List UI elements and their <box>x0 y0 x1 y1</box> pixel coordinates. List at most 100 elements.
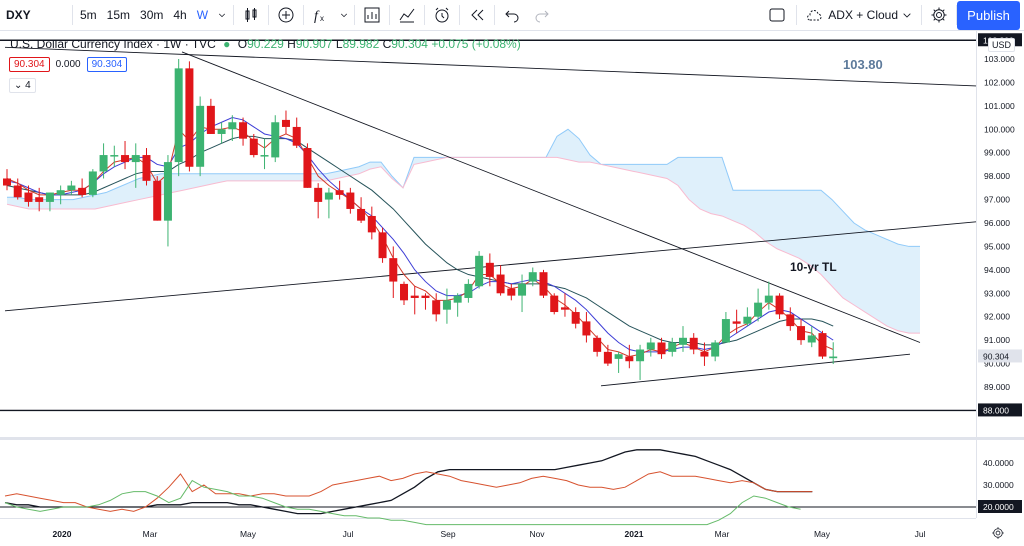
interval-5m[interactable]: 5m <box>80 8 97 22</box>
publish-button[interactable]: Publish <box>957 1 1020 30</box>
price-tag-88-bg <box>978 403 1022 417</box>
long-resistance-trendline <box>4 46 977 87</box>
down-candle-body <box>625 356 634 362</box>
up-candle-body <box>678 337 687 345</box>
replay-icon[interactable] <box>462 0 492 31</box>
price-tag-88-text: 88.000 <box>983 405 1009 415</box>
time-axis-tick: Nov <box>529 529 545 539</box>
price-axis-tick: 97.000 <box>984 195 1010 205</box>
down-candle-body <box>421 295 430 298</box>
interval-15m[interactable]: 15m <box>106 8 131 22</box>
down-candle-body <box>78 187 87 195</box>
collapse-chevron-icon: ⌄ <box>14 80 23 91</box>
indicators-chevron-icon[interactable] <box>336 0 352 31</box>
divider <box>921 5 922 25</box>
divider <box>796 5 798 25</box>
down-candle-body <box>121 155 130 163</box>
divider <box>494 5 496 25</box>
down-candle-body <box>13 185 22 198</box>
templates-icon[interactable] <box>392 0 422 31</box>
price-axis-tick: 90.000 <box>984 359 1010 369</box>
ohlc-open: 90.229 <box>247 37 284 51</box>
time-axis-tick: Jul <box>343 529 354 539</box>
adx-tag-20: 20.0000 <box>978 500 1022 513</box>
price-axis-tick: 94.000 <box>984 265 1010 275</box>
down-candle-body <box>153 180 162 221</box>
down-candle-body <box>560 307 569 310</box>
chart-area[interactable]: 103.000 102.000 101.000 100.000 99.000 98.000… <box>0 31 1024 546</box>
bid-price-button[interactable]: 90.304 <box>9 57 50 72</box>
price-tag-current-text: 90.304 <box>983 351 1009 361</box>
down-candle-body <box>206 105 215 134</box>
redo-icon[interactable] <box>527 0 557 31</box>
ohlc-low-label: L <box>335 37 343 51</box>
up-candle-body <box>88 171 97 195</box>
ichimoku-cloud-segment <box>7 129 634 209</box>
down-candle-body <box>389 258 398 282</box>
up-candle-body <box>721 319 730 343</box>
divider <box>956 5 957 25</box>
indicators-template[interactable]: ADX + Cloud <box>799 0 919 31</box>
svg-text:f: f <box>314 9 320 24</box>
di-minus-line <box>4 471 813 512</box>
price-axis-tick: 92.000 <box>984 312 1010 322</box>
divider <box>72 5 73 25</box>
ohlc-close: 90.304 <box>391 37 428 51</box>
price-axis-tick: 91.000 <box>984 335 1010 345</box>
up-candle-body <box>110 155 119 157</box>
adx-tag-20-bg <box>978 500 1022 513</box>
down-candle-body <box>550 295 559 313</box>
undo-icon[interactable] <box>497 0 527 31</box>
down-candle-body <box>357 208 366 221</box>
up-candle-body <box>56 190 65 195</box>
currency-button[interactable]: USD <box>988 38 1016 52</box>
layout-square-icon[interactable] <box>760 0 794 31</box>
symbol-search[interactable]: DXY <box>6 8 31 22</box>
cloud-icon <box>807 10 822 21</box>
up-candle-body <box>228 122 237 130</box>
down-candle-body <box>335 190 344 195</box>
compare-plus-icon[interactable] <box>271 0 301 31</box>
price-axis-tick: 100.000 <box>984 124 1015 134</box>
financials-icon[interactable] <box>357 0 387 31</box>
up-candle-body <box>636 349 645 362</box>
interval-30m[interactable]: 30m <box>140 8 164 22</box>
divider <box>389 5 391 25</box>
ohlc-change: +0.075 (+0.08%) <box>431 37 521 51</box>
adx-line <box>4 449 813 515</box>
time-axis: 2020 Mar May Jul Sep Nov 2021 Mar May Jul <box>53 529 926 539</box>
time-axis-tick: Jul <box>915 529 926 539</box>
ask-price-button[interactable]: 90.304 <box>86 57 128 72</box>
candle-style-icon[interactable] <box>236 0 266 31</box>
down-candle-body <box>410 295 419 298</box>
indicators-collapse-toggle[interactable]: ⌄ 4 <box>9 78 36 93</box>
down-candle-body <box>496 274 505 294</box>
down-candle-body <box>432 300 441 315</box>
down-candle-body <box>539 272 548 296</box>
up-candle-body <box>711 342 720 357</box>
svg-text:x: x <box>320 14 324 23</box>
settings-gear-icon[interactable] <box>924 0 954 31</box>
ohlc-low: 89.982 <box>342 37 380 51</box>
down-candle-body <box>786 314 795 327</box>
down-candle-body <box>314 187 323 202</box>
down-candle-body <box>346 192 355 209</box>
down-candle-body <box>593 337 602 352</box>
up-candle-body <box>614 354 623 359</box>
alert-clock-icon[interactable] <box>427 0 457 31</box>
divider <box>233 5 235 25</box>
interval-weekly[interactable]: W <box>196 8 209 22</box>
interval-dropdown-chevron-icon[interactable] <box>213 0 231 31</box>
price-axis-tick: 103.000 <box>984 54 1015 64</box>
up-candle-body <box>324 192 333 200</box>
interval-4h[interactable]: 4h <box>173 8 187 22</box>
down-candle-body <box>818 333 827 357</box>
up-candle-body <box>217 129 226 134</box>
time-axis-settings-gear-icon[interactable] <box>991 526 1005 545</box>
ohlc-high: 90.907 <box>295 37 333 51</box>
time-axis-tick: Sep <box>440 529 455 539</box>
up-candle-body <box>174 68 183 163</box>
divider <box>303 5 305 25</box>
down-candle-body <box>367 215 376 233</box>
